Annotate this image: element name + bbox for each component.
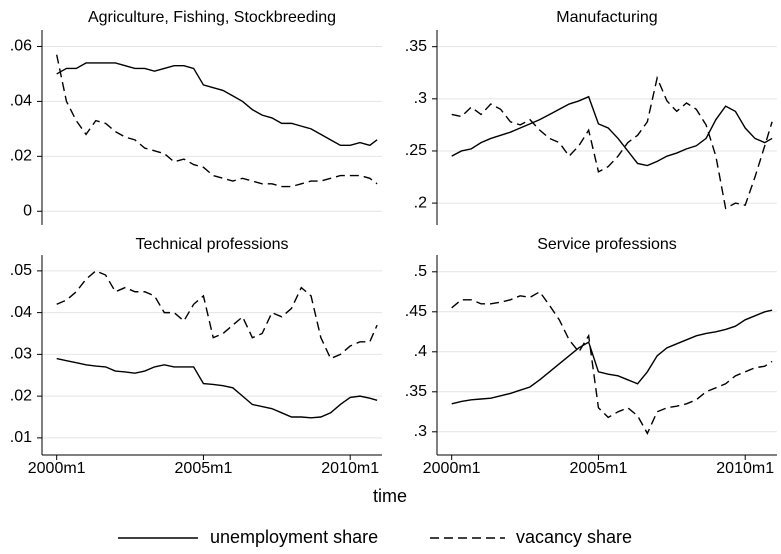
- series-line: [55, 54, 378, 188]
- panel-title: Technical professions: [136, 236, 289, 253]
- y-tick-label: .05: [10, 262, 32, 279]
- y-tick-label: .45: [405, 303, 427, 320]
- y-tick-label: .04: [10, 304, 32, 321]
- y-tick-label: .02: [10, 148, 32, 165]
- x-tick-label: 2005m1: [175, 460, 233, 477]
- series-line: [56, 270, 378, 360]
- y-tick-label: .2: [414, 194, 427, 211]
- y-tick-label: .25: [405, 142, 427, 159]
- x-tick-label: 2000m1: [423, 460, 481, 477]
- series-line: [56, 62, 378, 147]
- y-tick-label: .4: [414, 343, 427, 360]
- x-tick-label: 2010m1: [716, 460, 774, 477]
- y-tick-label: .35: [405, 38, 427, 55]
- series-line: [56, 357, 378, 419]
- legend-label: unemployment share: [210, 527, 378, 547]
- x-axis-label: time: [373, 486, 407, 506]
- series-line: [451, 290, 773, 435]
- panel-title: Manufacturing: [556, 9, 657, 26]
- series-line: [451, 309, 773, 405]
- x-tick-label: 2005m1: [570, 460, 628, 477]
- y-tick-label: .06: [10, 38, 32, 55]
- y-tick-label: .3: [414, 423, 427, 440]
- y-tick-label: .04: [10, 93, 32, 110]
- x-tick-label: 2010m1: [321, 460, 379, 477]
- y-tick-label: .03: [10, 346, 32, 363]
- y-tick-label: 0: [23, 202, 32, 219]
- x-tick-label: 2000m1: [28, 460, 86, 477]
- panel-title: Agriculture, Fishing, Stockbreeding: [88, 9, 336, 26]
- series-line: [451, 75, 773, 210]
- y-tick-label: .5: [414, 263, 427, 280]
- y-tick-label: .01: [10, 429, 32, 446]
- y-tick-label: .3: [414, 90, 427, 107]
- legend-label: vacancy share: [516, 527, 632, 547]
- series-line: [451, 95, 773, 167]
- y-tick-label: .02: [10, 387, 32, 404]
- panel-title: Service professions: [537, 236, 677, 253]
- y-tick-label: .35: [405, 383, 427, 400]
